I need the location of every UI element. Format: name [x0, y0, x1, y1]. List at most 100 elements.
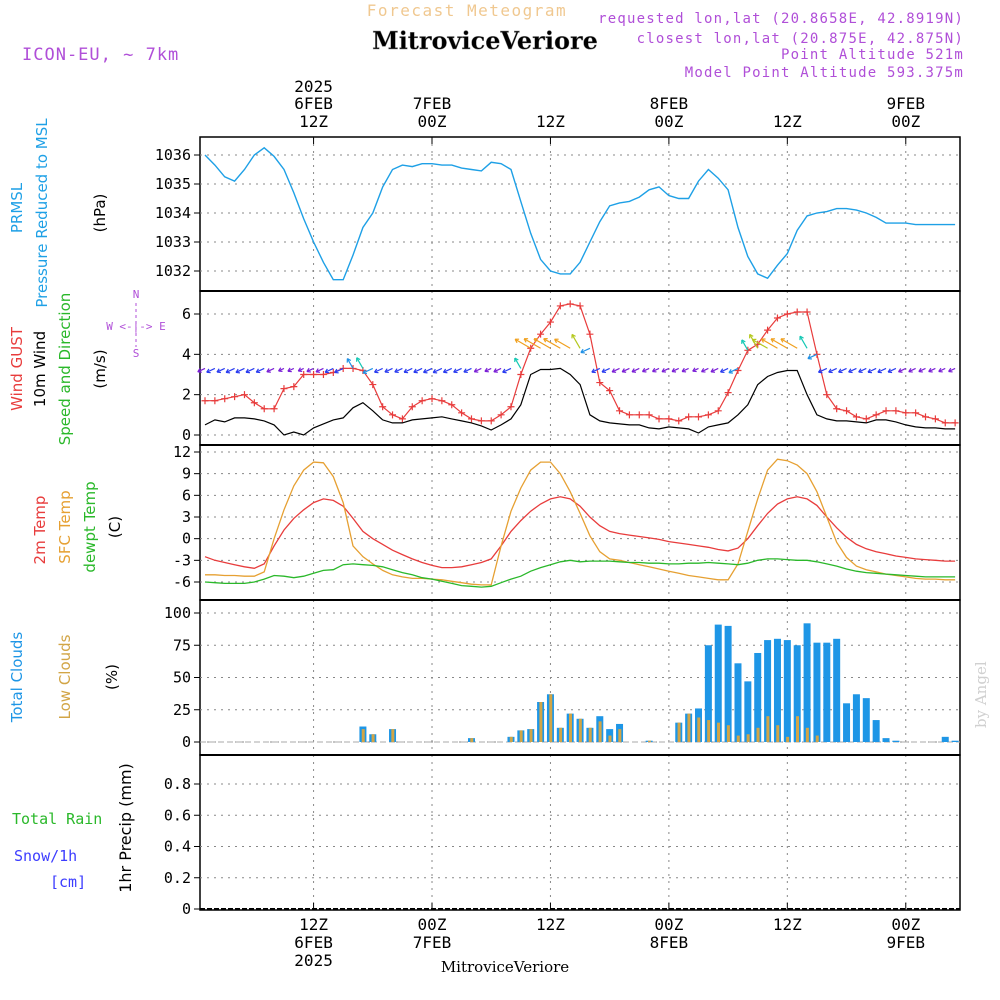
wind-direction-arrow	[453, 367, 462, 374]
wind-direction-arrow	[728, 367, 739, 374]
wind-direction-arrow	[225, 367, 235, 374]
wind-direction-arrow	[858, 367, 867, 374]
wind-direction-arrow	[671, 367, 680, 373]
wind-direction-arrow	[580, 347, 591, 354]
low-clouds-bar	[756, 727, 760, 742]
precip-ytick-label: 0.2	[164, 869, 191, 887]
wind-label: 10m Wind	[31, 331, 49, 407]
precip-ytick-label: 0.8	[164, 775, 191, 793]
clouds-ytick-label: 25	[173, 701, 191, 719]
gust-point	[734, 366, 742, 374]
wind-direction-arrow	[692, 367, 699, 373]
wind-direction-arrow	[938, 367, 946, 373]
gust-point	[260, 405, 268, 413]
gust-label: Wind GUST	[8, 326, 26, 411]
wind-direction-arrow	[700, 367, 709, 373]
pressure-ytick-label: 1036	[155, 146, 191, 164]
gust-point	[576, 302, 584, 310]
wind-direction-arrow	[324, 367, 334, 374]
gust-point	[616, 407, 624, 415]
total-clouds-bar	[823, 642, 831, 742]
wind-direction-arrow	[297, 367, 304, 373]
gust-point	[783, 310, 791, 318]
top-day-label: 6FEB	[294, 94, 333, 113]
pressure-label-long: Pressure Reduced to MSL	[33, 118, 51, 308]
temp-unit: (C)	[106, 516, 124, 538]
wind-direction-arrow	[770, 338, 788, 349]
wind-direction-arrow	[422, 367, 433, 374]
low-clouds-bar	[697, 717, 701, 742]
precip-ytick-label: 0.6	[164, 806, 191, 824]
gust-point	[221, 395, 229, 403]
total-clouds-bar	[882, 738, 890, 742]
top-hour-label: 00Z	[418, 112, 447, 131]
gust-point	[882, 407, 890, 415]
gust-point	[300, 371, 308, 378]
total-clouds-bar	[862, 698, 870, 742]
gust-point	[546, 318, 554, 326]
gust-point	[280, 385, 288, 393]
wind-direction-arrow	[641, 367, 650, 373]
wind-direction-arrow	[432, 367, 443, 374]
total-clouds-bar	[734, 663, 742, 742]
low-clouds-bar	[647, 740, 651, 742]
total-clouds-bar	[793, 645, 801, 742]
wind-direction-arrow	[197, 367, 206, 373]
gust-point	[872, 411, 880, 419]
wind-direction-arrow	[611, 367, 620, 373]
gust-point	[625, 411, 633, 419]
wind-direction-arrow	[266, 367, 275, 373]
gust-point	[408, 403, 416, 411]
snow-legend: Snow/1h	[14, 847, 77, 865]
gust-point	[201, 397, 209, 405]
low-clouds-bar	[568, 713, 572, 742]
gust-point	[290, 383, 298, 391]
gust-point	[556, 302, 564, 310]
clouds-ytick-label: 100	[164, 604, 191, 622]
low-clouds-bar	[766, 716, 770, 742]
point-info-3: Model Point Altitude 593.375m	[685, 65, 964, 81]
wind-direction-label: Speed and Direction	[56, 293, 74, 446]
gust-point	[310, 371, 318, 378]
low-clouds-bar	[549, 694, 553, 742]
precip-ytick-label: 0.4	[164, 838, 191, 856]
precip-label: 1hr Precip (mm)	[116, 763, 135, 893]
temperature-ytick-label: 3	[182, 508, 191, 526]
gust-point	[862, 415, 870, 423]
wind-direction-arrow	[442, 367, 453, 374]
header-title: MitroviceVeriore	[372, 26, 598, 55]
gust-point	[833, 405, 841, 413]
low-clouds-bar	[726, 725, 730, 742]
wind-direction-arrow	[403, 367, 413, 374]
total-clouds-bar	[951, 740, 959, 742]
gust-point	[635, 411, 643, 419]
wind-direction-arrow	[887, 367, 897, 374]
gust-point	[951, 419, 959, 427]
gust-point	[803, 308, 811, 316]
total-clouds-bar	[704, 645, 712, 742]
wind-direction-arrow	[601, 367, 610, 374]
gust-point	[704, 411, 712, 419]
wind-direction-arrow	[828, 367, 837, 374]
wind-direction-arrow	[661, 367, 670, 373]
gust-point	[843, 407, 851, 415]
temperature-ytick-label: 12	[173, 443, 191, 461]
low-clouds-bar	[361, 729, 365, 742]
low-clouds-bar	[746, 734, 750, 742]
total-clouds-bar	[852, 694, 860, 742]
dewpt-label: dewpt Temp	[81, 481, 99, 572]
bottom-year-label: 2025	[294, 951, 333, 970]
top-hour-label: 12Z	[536, 112, 565, 131]
top-hour-label: 12Z	[299, 112, 328, 131]
total-clouds-label: Total Clouds	[8, 632, 26, 724]
low-clouds-bar	[608, 735, 612, 742]
wind-ytick-label: 6	[182, 305, 191, 323]
total-clouds-bar	[813, 642, 821, 742]
wind-direction-arrow	[719, 367, 729, 374]
wind-direction-arrow	[780, 338, 798, 349]
low-clouds-bar	[815, 735, 819, 742]
bottom-day-label: 7FEB	[413, 933, 452, 952]
wind-direction-arrow	[571, 333, 581, 349]
gust-point	[902, 409, 910, 417]
gust-point	[813, 350, 821, 358]
